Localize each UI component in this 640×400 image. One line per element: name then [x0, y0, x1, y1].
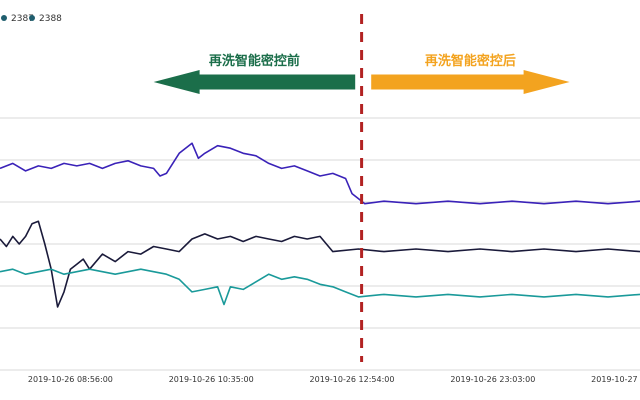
x-axis: 2019-10-26 08:56:00 2019-10-26 10:35:00 20… [28, 375, 638, 384]
gridlines [0, 117, 640, 371]
legend-label-0: 2387 [11, 14, 34, 24]
x-tick-label-3: 2019-10-26 23:03:00 [450, 375, 535, 384]
x-tick-label-2: 2019-10-26 12:54:00 [310, 375, 395, 384]
series-line-0 [0, 142, 640, 205]
series-layer [0, 142, 640, 308]
legend-marker-1 [29, 15, 35, 21]
series-line-2 [0, 268, 640, 306]
legend-marker-0 [1, 15, 7, 21]
annotation-arrow-left [153, 70, 356, 94]
series-line-1 [0, 220, 640, 308]
annotation-label-right: 再洗智能密控后 [425, 53, 516, 69]
x-tick-label-4: 2019-10-27 [591, 375, 638, 384]
annotation-label-left: 再洗智能密控前 [209, 53, 300, 69]
annotation-arrow-right [371, 70, 570, 94]
legend-label-1: 2388 [39, 14, 62, 24]
x-tick-label-1: 2019-10-26 10:35:00 [169, 375, 254, 384]
x-tick-label-0: 2019-10-26 08:56:00 [28, 375, 113, 384]
legend: 2387 2388 [1, 14, 62, 24]
annotation-layer: 再洗智能密控前 再洗智能密控后 [153, 53, 570, 94]
